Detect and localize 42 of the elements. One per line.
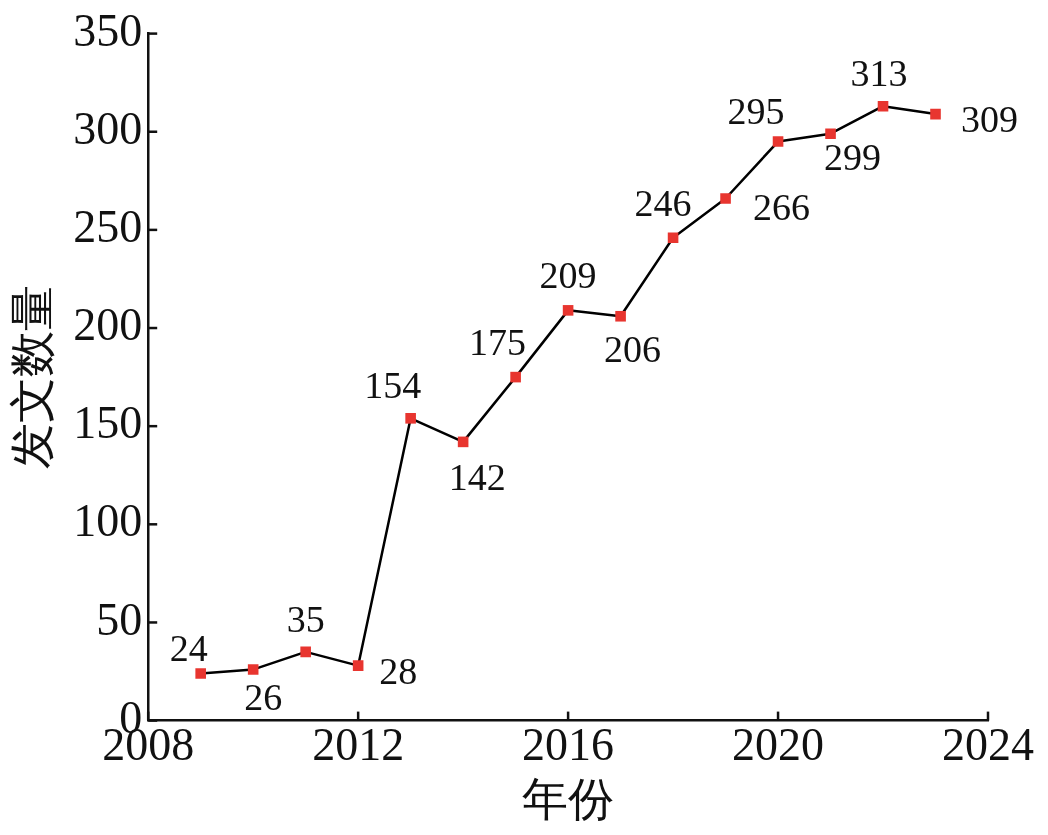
data-label: 175: [469, 321, 527, 364]
x-axis-title: 年份: [522, 774, 615, 826]
y-axis-title: 发文数量: [6, 285, 58, 470]
y-tick-label: 150: [73, 397, 143, 449]
point: [825, 128, 836, 140]
data-label: 206: [604, 328, 662, 371]
point: [615, 310, 626, 322]
data-label: 28: [379, 649, 418, 692]
point: [510, 371, 521, 383]
data-label: 35: [286, 597, 325, 640]
x-tick-label: 2012: [312, 719, 405, 771]
data-label: 209: [539, 254, 597, 297]
point: [405, 413, 416, 424]
data-label: 24: [169, 627, 208, 670]
data-label: 266: [753, 186, 811, 229]
y-tick-label: 50: [96, 593, 143, 645]
data-label: 309: [961, 98, 1019, 141]
y-tick-label: 200: [73, 299, 143, 351]
data-label: 313: [850, 52, 908, 95]
point: [247, 664, 259, 675]
y-tick-label: 300: [73, 102, 143, 154]
point: [930, 108, 941, 120]
y-tick-label: 100: [73, 495, 143, 547]
x-tick-label: 2020: [732, 719, 825, 771]
data-label: 299: [824, 135, 882, 178]
point: [772, 136, 784, 147]
point: [352, 660, 364, 671]
data-label: 142: [448, 455, 506, 498]
x-tick-label: 2024: [942, 719, 1034, 771]
y-tick-label: 350: [73, 4, 143, 56]
point: [562, 305, 574, 316]
data-label: 246: [634, 181, 692, 224]
x-tick-label: 2016: [522, 719, 615, 771]
point: [195, 668, 206, 679]
y-tick-label: 250: [73, 200, 143, 252]
data-label: 295: [727, 89, 785, 132]
point: [667, 232, 679, 244]
point: [720, 193, 731, 204]
point: [877, 100, 889, 112]
data-label: 154: [364, 364, 422, 407]
data-label: 26: [244, 675, 283, 718]
point: [300, 646, 311, 658]
